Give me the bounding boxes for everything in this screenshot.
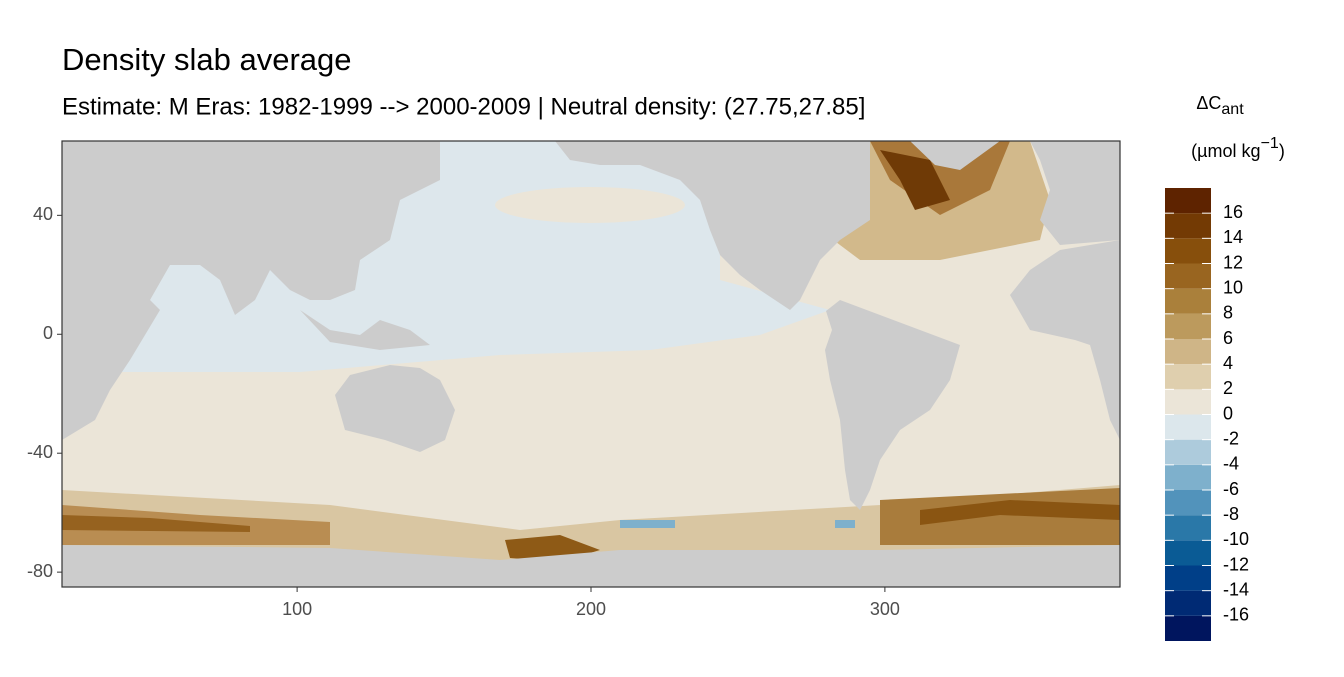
x-tick-label: 300 xyxy=(870,599,900,619)
legend-label: -10 xyxy=(1223,529,1249,549)
legend-title-sub: ant xyxy=(1221,101,1244,118)
eurasia-africa xyxy=(62,141,440,440)
color-bin xyxy=(1165,515,1211,541)
color-bin xyxy=(1165,288,1211,314)
north-america xyxy=(555,141,870,310)
legend-label: 16 xyxy=(1223,202,1243,222)
legend-label: 4 xyxy=(1223,353,1233,373)
x-tick-label: 100 xyxy=(282,599,312,619)
legend-label: 8 xyxy=(1223,303,1233,323)
legend-label: 10 xyxy=(1223,277,1243,297)
legend-label: -12 xyxy=(1223,554,1249,574)
indonesia xyxy=(300,310,430,350)
legend-label: -2 xyxy=(1223,428,1239,448)
legend-label: -16 xyxy=(1223,605,1249,625)
europe xyxy=(1030,141,1120,245)
legend-unit: (µmol kg−1) xyxy=(1191,135,1285,161)
legend-label: 12 xyxy=(1223,252,1243,272)
color-bin xyxy=(1165,464,1211,490)
southern-band-dark xyxy=(880,488,1120,545)
color-bin xyxy=(1165,339,1211,365)
north-atlantic-darkest xyxy=(880,150,950,210)
negative-patch xyxy=(620,520,675,528)
y-tick-label: -40 xyxy=(27,442,53,462)
legend-label: 0 xyxy=(1223,403,1233,423)
negative-patch xyxy=(835,520,855,528)
map-panel xyxy=(62,141,1120,587)
color-bin xyxy=(1165,439,1211,465)
color-bin xyxy=(1165,238,1211,264)
color-bin xyxy=(1165,188,1211,214)
southern-band-darker xyxy=(920,500,1120,525)
color-bin xyxy=(1165,263,1211,289)
legend-label: -8 xyxy=(1223,504,1239,524)
legend-label: 6 xyxy=(1223,328,1233,348)
legend-unit-exp: −1 xyxy=(1261,135,1279,152)
pacific-patch xyxy=(495,187,685,223)
legend-label: 2 xyxy=(1223,378,1233,398)
y-tick-label: -80 xyxy=(27,561,53,581)
legend-title-main: ΔC xyxy=(1196,93,1221,113)
color-bin xyxy=(1165,389,1211,415)
south-america xyxy=(825,300,960,510)
color-bin xyxy=(1165,565,1211,591)
y-tick-label: 40 xyxy=(33,204,53,224)
africa-east xyxy=(1010,240,1120,440)
southern-band-darker xyxy=(62,515,250,532)
color-bin xyxy=(1165,213,1211,239)
legend-unit-main: (µmol kg xyxy=(1191,141,1260,161)
color-bin xyxy=(1165,590,1211,616)
legend-label: -14 xyxy=(1223,579,1249,599)
australia xyxy=(335,365,455,452)
legend-title: ΔCant xyxy=(1196,93,1244,118)
legend-label: 14 xyxy=(1223,227,1243,247)
legend-label: -4 xyxy=(1223,454,1239,474)
antarctica xyxy=(62,545,1120,587)
land xyxy=(62,141,1120,587)
color-bin xyxy=(1165,490,1211,516)
color-bin xyxy=(1165,615,1211,641)
color-bin xyxy=(1165,313,1211,339)
legend-label: -6 xyxy=(1223,479,1239,499)
legend-unit-close: ) xyxy=(1279,141,1285,161)
color-bin xyxy=(1165,414,1211,440)
color-bin xyxy=(1165,364,1211,390)
x-tick-label: 200 xyxy=(576,599,606,619)
color-bin xyxy=(1165,540,1211,566)
y-tick-label: 0 xyxy=(43,323,53,343)
chart-subtitle: Estimate: M Eras: 1982-1999 --> 2000-200… xyxy=(62,93,865,120)
greenland xyxy=(910,141,1000,170)
chart-title: Density slab average xyxy=(62,42,352,77)
